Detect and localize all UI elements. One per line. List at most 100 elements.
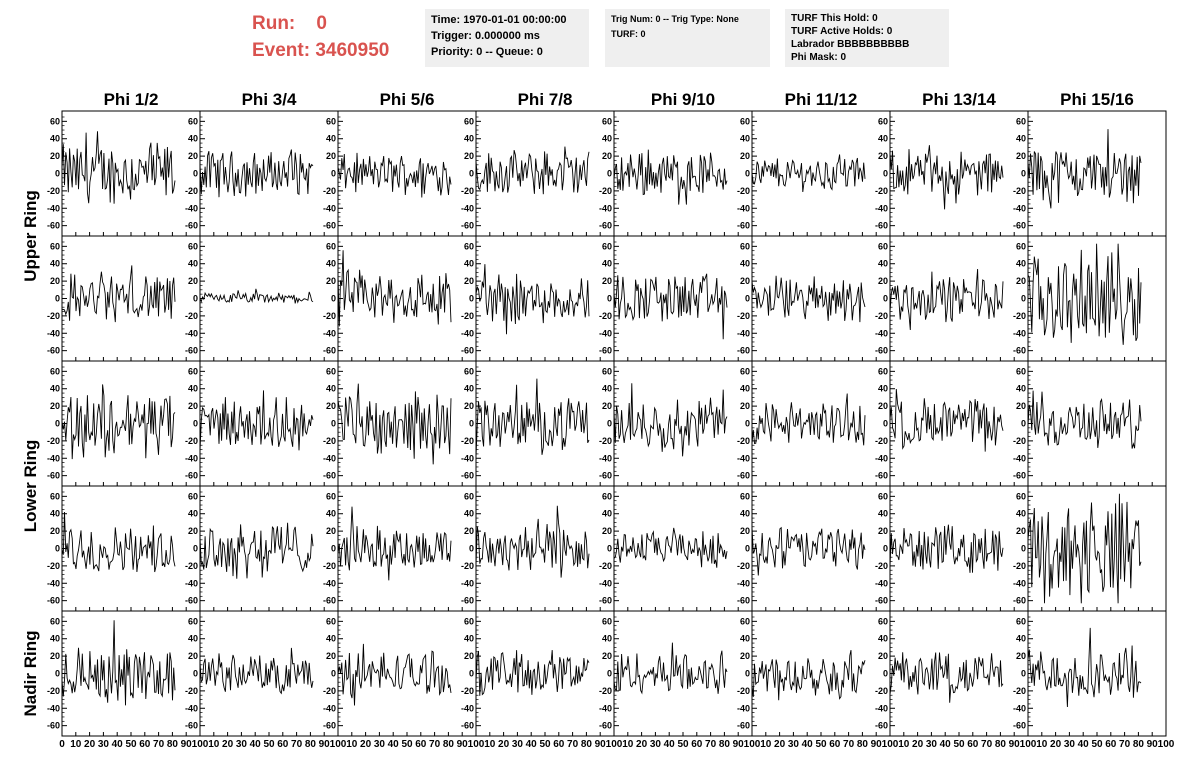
y-tick-label: 60 [1016, 241, 1026, 251]
y-tick-label: -60 [599, 721, 612, 731]
y-tick-label: -40 [1013, 203, 1026, 213]
x-tick-label: 80 [305, 739, 317, 750]
x-tick-label: 70 [981, 739, 993, 750]
y-tick-label: 60 [740, 241, 750, 251]
waveform-trace [889, 268, 1004, 331]
y-tick-label: 40 [188, 634, 198, 644]
x-tick-label: 60 [139, 739, 151, 750]
y-tick-label: -40 [47, 703, 60, 713]
y-tick-label: 60 [326, 241, 336, 251]
y-tick-label: -60 [737, 346, 750, 356]
time-line: Time: 1970-01-01 00:00:00 [431, 14, 567, 26]
y-tick-label: 60 [878, 116, 888, 126]
y-tick-label: 40 [188, 134, 198, 144]
waveform-trace [337, 383, 452, 465]
y-tick-label: -20 [875, 186, 888, 196]
y-tick-label: 0 [607, 544, 612, 554]
x-tick-label: 60 [829, 739, 841, 750]
y-tick-label: -20 [1013, 686, 1026, 696]
y-tick-label: 60 [602, 241, 612, 251]
y-tick-label: 60 [464, 116, 474, 126]
y-tick-label: -40 [1013, 328, 1026, 338]
panel-frame [61, 485, 201, 612]
waveform-trace [61, 620, 176, 706]
y-tick-label: -60 [1013, 721, 1026, 731]
y-tick-label: 60 [50, 241, 60, 251]
y-tick-label: 0 [193, 294, 198, 304]
y-tick-label: -60 [47, 721, 60, 731]
y-tick-label: -60 [737, 596, 750, 606]
y-tick-label: 40 [464, 134, 474, 144]
x-tick-label: 30 [788, 739, 800, 750]
y-tick-label: -60 [599, 596, 612, 606]
y-tick-label: -20 [323, 561, 336, 571]
y-tick-label: 20 [326, 526, 336, 536]
y-tick-label: 60 [188, 116, 198, 126]
y-tick-label: 60 [740, 116, 750, 126]
y-tick-label: 20 [740, 151, 750, 161]
y-tick-label: -40 [461, 703, 474, 713]
x-tick-label: 40 [1078, 739, 1090, 750]
y-tick-label: 40 [188, 259, 198, 269]
y-tick-label: -60 [599, 221, 612, 231]
y-tick-label: 60 [188, 241, 198, 251]
y-tick-label: 0 [331, 419, 336, 429]
y-tick-label: 0 [607, 294, 612, 304]
column-header: Phi 11/12 [785, 90, 858, 109]
x-tick-label: 90 [319, 739, 331, 750]
y-tick-label: 60 [326, 366, 336, 376]
y-tick-label: 40 [878, 634, 888, 644]
waveform-trace [61, 265, 176, 323]
y-tick-label: 60 [50, 491, 60, 501]
waveform-trace [475, 264, 590, 335]
y-tick-label: 60 [602, 616, 612, 626]
x-tick-label: 40 [664, 739, 676, 750]
y-tick-label: -20 [185, 686, 198, 696]
y-tick-label: -60 [737, 471, 750, 481]
x-tick-label: 40 [802, 739, 814, 750]
y-tick-label: -60 [1013, 471, 1026, 481]
y-tick-label: -20 [461, 561, 474, 571]
y-tick-label: 0 [193, 419, 198, 429]
y-tick-label: -40 [323, 578, 336, 588]
y-tick-label: 40 [464, 634, 474, 644]
y-tick-label: 20 [464, 151, 474, 161]
panel-frame [199, 235, 339, 362]
y-tick-label: -20 [599, 186, 612, 196]
column-header: Phi 15/16 [1060, 90, 1134, 109]
y-tick-label: 0 [607, 419, 612, 429]
y-tick-label: -60 [461, 221, 474, 231]
x-tick-label: 10 [760, 739, 772, 750]
y-tick-label: 40 [50, 634, 60, 644]
y-tick-label: 0 [55, 419, 60, 429]
waveform-trace [1027, 243, 1142, 345]
y-tick-label: -20 [323, 186, 336, 196]
x-tick-label: 30 [650, 739, 662, 750]
y-tick-label: 40 [878, 259, 888, 269]
y-tick-label: -60 [875, 721, 888, 731]
y-tick-label: 0 [331, 544, 336, 554]
y-tick-label: -60 [185, 221, 198, 231]
time-info-box: Time: 1970-01-01 00:00:00 Trigger: 0.000… [425, 9, 589, 67]
panel-frame [889, 360, 1029, 487]
y-tick-label: -40 [185, 453, 198, 463]
y-tick-label: 0 [1021, 544, 1026, 554]
y-tick-label: -60 [461, 471, 474, 481]
run-label: Run: [252, 13, 296, 34]
y-tick-label: 20 [464, 401, 474, 411]
y-tick-label: 60 [1016, 366, 1026, 376]
y-tick-label: -20 [323, 436, 336, 446]
x-tick-label: 70 [429, 739, 441, 750]
y-tick-label: 60 [1016, 491, 1026, 501]
panel-frame [1027, 610, 1167, 737]
y-tick-label: -60 [185, 346, 198, 356]
y-tick-label: -40 [875, 328, 888, 338]
y-tick-label: 20 [326, 151, 336, 161]
x-tick-label: 20 [84, 739, 96, 750]
y-tick-label: 0 [883, 169, 888, 179]
y-tick-label: -40 [185, 203, 198, 213]
y-tick-label: 0 [883, 419, 888, 429]
y-tick-label: 0 [469, 669, 474, 679]
y-tick-label: -60 [1013, 596, 1026, 606]
waveform-trace [1027, 493, 1142, 604]
